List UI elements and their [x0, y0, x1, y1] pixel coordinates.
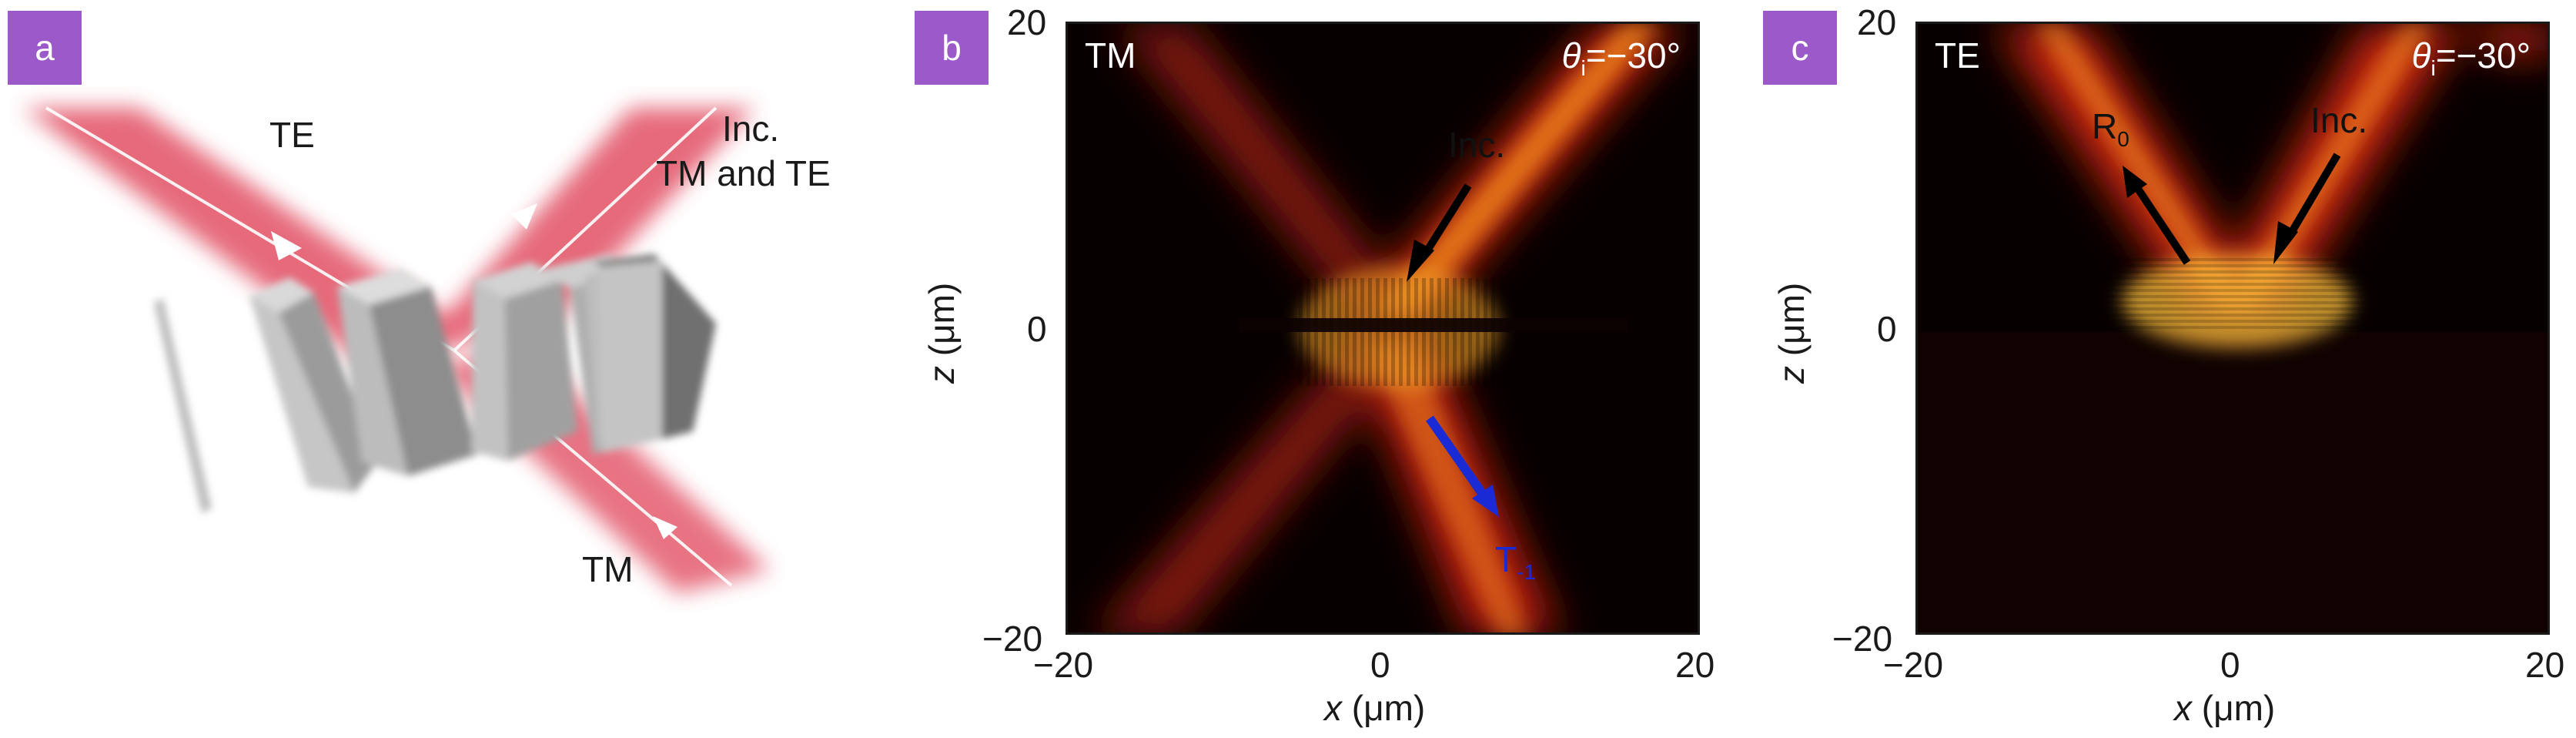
panel-b-t-1-label: T-1 — [1495, 538, 1536, 585]
panel-c-x-tick-right: 20 — [2525, 645, 2565, 685]
te-beam-label: TE — [269, 115, 315, 155]
panel-b-polarization: TM — [1085, 35, 1136, 75]
panel-a-illustration — [23, 106, 770, 593]
panel-c-x-tick-mid: 0 — [2220, 645, 2240, 685]
panel-b-x-tick-right: 20 — [1675, 645, 1715, 685]
panel-b-x-axis-title: x (μm) — [1324, 687, 1425, 729]
panel-b-z-var: z — [922, 366, 962, 384]
panel-c-arrows — [2123, 153, 2341, 265]
incident-beam-label-line1: Inc. — [722, 109, 780, 149]
panel-b-z-axis-title: z (μm) — [921, 283, 962, 384]
panel-c-angle-symbol: θ — [2411, 35, 2431, 75]
panel-b-grating-layer — [1239, 318, 1628, 332]
panel-b-t-sub: -1 — [1517, 560, 1537, 585]
panel-b-heatmap: TM θi=−30° Inc. T-1 — [1066, 22, 1700, 635]
panel-c-tag: c — [1763, 11, 1837, 85]
panel-c-angle-value: =−30° — [2435, 35, 2531, 75]
panel-c-z-tick-mid: 0 — [1877, 309, 1897, 349]
panel-c-r0-label: R0 — [2092, 106, 2129, 152]
panel-c-x-var: x — [2174, 688, 2192, 728]
panel-b-z-tick-bottom: −20 — [982, 619, 1043, 659]
panel-b-angle: θi=−30° — [1562, 35, 1681, 81]
panel-c-r0-arrow — [2123, 166, 2191, 265]
panel-b-angle-value: =−30° — [1585, 35, 1681, 75]
panel-c-inc-arrow — [2273, 153, 2341, 264]
panel-c-r-label: R — [2092, 106, 2118, 146]
panel-c-z-tick-top: 20 — [1857, 2, 1897, 42]
incident-arrowhead — [511, 203, 537, 230]
panel-c-angle: θi=−30° — [2412, 35, 2531, 81]
panel-b-x-var: x — [1324, 688, 1342, 728]
grating-blocks — [154, 254, 716, 513]
panel-c-z-tick-bottom: −20 — [1832, 619, 1893, 659]
panel-b-z-unit: (μm) — [922, 282, 962, 366]
panel-b-inc-arrow — [1407, 183, 1472, 282]
panel-c-z-unit: (μm) — [1771, 282, 1812, 366]
panel-c-field-map — [1918, 24, 2548, 632]
panel-c-r-sub: 0 — [2117, 127, 2129, 152]
panel-b-z-tick-mid: 0 — [1027, 309, 1047, 349]
panel-b-inc-label: Inc. — [1448, 125, 1506, 165]
panel-c-heatmap: TE θi=−30° R0 Inc. — [1915, 22, 2550, 635]
panel-b-z-tick-top: 20 — [1007, 2, 1047, 42]
panel-c-z-axis-title: z (μm) — [1771, 283, 1812, 384]
panel-c-x-axis-title: x (μm) — [2174, 687, 2275, 729]
panel-b-x-tick-mid: 0 — [1370, 645, 1390, 685]
incident-beam-label-line2: TM and TE — [656, 153, 831, 193]
panel-a-tag: a — [8, 11, 82, 85]
panel-c-inc-label: Inc. — [2310, 100, 2368, 140]
tm-beam-label: TM — [582, 549, 634, 589]
panel-c-polarization: TE — [1935, 35, 1980, 75]
panel-b-angle-symbol: θ — [1561, 35, 1581, 75]
panel-c-z-var: z — [1771, 366, 1812, 384]
te-arrowhead — [271, 231, 302, 260]
panel-b-field-map — [1068, 24, 1698, 632]
panel-c-x-tick-left: −20 — [1883, 645, 1944, 685]
panel-b-tag: b — [915, 11, 989, 85]
tm-arrowhead — [653, 516, 677, 539]
panel-b-t-label: T — [1495, 539, 1517, 579]
panel-c-x-unit: (μm) — [2192, 688, 2276, 728]
panel-b-arrows — [1407, 183, 1499, 517]
panel-b-x-unit: (μm) — [1342, 688, 1426, 728]
panel-b-angle-sub: i — [1581, 56, 1586, 81]
panel-b-t-1-arrow — [1426, 415, 1499, 517]
panel-b-x-tick-left: −20 — [1033, 645, 1094, 685]
panel-c-angle-sub: i — [2430, 56, 2436, 81]
